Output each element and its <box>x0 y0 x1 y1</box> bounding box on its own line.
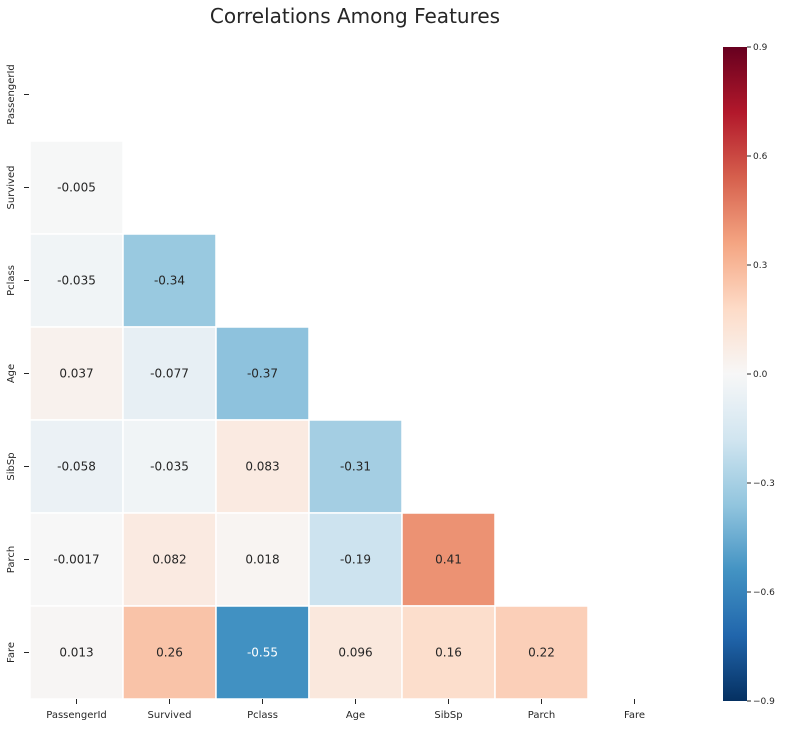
heatmap-cell <box>308 605 403 700</box>
y-tick-label: Age <box>6 364 17 383</box>
heatmap-cell <box>29 233 124 328</box>
cell-value-label: 0.037 <box>59 367 93 381</box>
colorbar-tick-label: 0.0 <box>753 370 768 380</box>
heatmap-cell <box>215 605 310 700</box>
cell-value-label: 0.16 <box>435 646 462 660</box>
cell-value-label: 0.083 <box>245 460 279 474</box>
heatmap-cell <box>29 605 124 700</box>
x-axis-ticks: PassengerId Survived Pclass Age SibSp Parch Fa… <box>46 699 645 721</box>
y-tick-label: PassengerId <box>6 64 17 125</box>
cell-value-label: 0.41 <box>435 553 462 567</box>
heatmap-cell <box>122 605 217 700</box>
cell-value-label: -0.035 <box>57 274 96 288</box>
colorbar-tick-label: −0.6 <box>753 588 775 598</box>
cell-value-label: -0.31 <box>340 460 371 474</box>
cell-value-label: -0.077 <box>150 367 189 381</box>
heatmap-cell <box>122 512 217 607</box>
cell-value-label: 0.22 <box>528 646 555 660</box>
colorbar: 0.9 0.6 0.3 0.0 −0.3 −0.6 −0.9 <box>723 43 775 707</box>
heatmap-cells: -0.005 -0.035 -0.34 0.037 -0.077 -0.37 -0.058 -… <box>29 140 589 700</box>
heatmap-cell <box>122 233 217 328</box>
x-tick-label: Age <box>346 710 365 721</box>
cell-value-label: -0.0017 <box>53 553 99 567</box>
cell-value-label: 0.096 <box>338 646 372 660</box>
cell-value-label: -0.058 <box>57 460 96 474</box>
colorbar-tick-label: 0.6 <box>753 152 768 162</box>
colorbar-tick-label: 0.3 <box>753 261 767 271</box>
cell-value-label: -0.37 <box>247 367 278 381</box>
cell-value-label: -0.19 <box>340 553 371 567</box>
y-tick-label: SibSp <box>6 452 17 480</box>
colorbar-tick-label: 0.9 <box>753 43 768 53</box>
y-tick-label: Survived <box>6 166 17 210</box>
cell-value-label: 0.082 <box>152 553 186 567</box>
x-tick-label: Fare <box>624 710 645 721</box>
y-tick-label: Parch <box>6 546 17 573</box>
heatmap-cell <box>122 419 217 514</box>
heatmap-cell <box>401 605 496 700</box>
cell-value-label: 0.013 <box>59 646 93 660</box>
heatmap-cell <box>308 419 403 514</box>
cell-value-label: 0.26 <box>156 646 183 660</box>
cell-value-label: -0.55 <box>247 646 278 660</box>
heatmap-cell <box>29 140 124 235</box>
colorbar-ticks: 0.9 0.6 0.3 0.0 −0.3 −0.6 −0.9 <box>747 43 775 707</box>
y-axis-ticks: PassengerId Survived Pclass Age SibSp Parch Fa… <box>6 64 29 663</box>
heatmap-cell <box>215 326 310 421</box>
cell-value-label: -0.34 <box>154 274 185 288</box>
colorbar-tick-label: −0.9 <box>753 697 775 707</box>
colorbar-gradient <box>723 47 747 701</box>
x-tick-label: Parch <box>528 710 555 721</box>
colorbar-tick-label: −0.3 <box>753 479 775 489</box>
heatmap-cell <box>494 605 589 700</box>
cell-value-label: -0.035 <box>150 460 189 474</box>
y-tick-label: Fare <box>6 642 17 663</box>
x-tick-label: Survived <box>148 710 192 721</box>
x-tick-label: PassengerId <box>46 710 107 721</box>
x-tick-label: SibSp <box>434 710 462 721</box>
cell-value-label: -0.005 <box>57 181 96 195</box>
cell-value-label: 0.018 <box>245 553 279 567</box>
y-tick-label: Pclass <box>6 265 17 296</box>
x-tick-label: Pclass <box>247 710 278 721</box>
heatmap-cell <box>308 512 403 607</box>
chart-title: Correlations Among Features <box>210 4 500 28</box>
